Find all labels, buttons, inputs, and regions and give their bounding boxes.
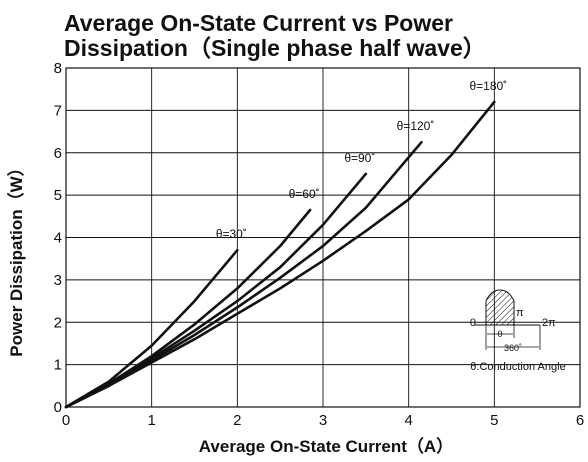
y-tick-label: 2 — [54, 314, 62, 331]
x-tick-label: 3 — [319, 412, 327, 429]
inset-two-pi-label: 2π — [542, 317, 556, 329]
series-line — [64, 100, 496, 409]
plot-area — [65, 67, 581, 408]
y-tick-label: 0 — [54, 399, 62, 416]
inset-theta-label: θ — [497, 329, 502, 339]
y-tick-label: 7 — [54, 102, 62, 119]
chart-title-line-1: Average On-State Current vs Power — [64, 10, 453, 36]
x-tick-label: 4 — [404, 412, 412, 429]
grid-lines — [66, 68, 580, 407]
y-tick-label: 6 — [54, 145, 62, 162]
x-tick-label: 5 — [490, 412, 498, 429]
series-line — [64, 140, 423, 409]
x-tick-label: 0 — [62, 412, 70, 429]
x-axis-label: Average On-State Current（A） — [199, 436, 453, 456]
series-group: θ=30˚ θ=60˚ θ=90˚ θ=120˚ θ=180˚ — [64, 79, 507, 409]
x-tick-label: 2 — [233, 412, 241, 429]
y-axis-label: Power Dissipation（W） — [6, 159, 26, 356]
y-tick-label: 8 — [54, 60, 62, 77]
x-tick-label: 6 — [576, 412, 584, 429]
inset-pi-label: π — [516, 307, 524, 319]
y-tick-label: 1 — [54, 357, 62, 374]
series-line — [64, 172, 368, 409]
x-tick-label: 1 — [147, 412, 155, 429]
inset-zero-label: 0 — [470, 317, 476, 329]
series-line — [64, 208, 312, 409]
series-label: θ=60˚ — [289, 187, 320, 201]
series-label: θ=30˚ — [216, 227, 247, 241]
series-label: θ=180˚ — [469, 79, 507, 93]
y-tick-label: 3 — [54, 272, 62, 289]
series-label: θ=90˚ — [344, 151, 375, 165]
inset-period-label: 360˚ — [504, 343, 522, 353]
conduction-angle-inset: 0 π 2π θ 360˚ θ:Conduction Angle — [470, 289, 566, 373]
series-label: θ=120˚ — [397, 119, 435, 133]
y-tick-label: 5 — [54, 187, 62, 204]
inset-caption: θ:Conduction Angle — [470, 361, 565, 373]
inset-hatched-pulse — [485, 289, 515, 326]
tick-labels: 0 1 2 3 4 5 6 0 1 2 3 4 5 6 7 8 — [54, 60, 585, 429]
chart-title-line-2: Dissipation（Single phase half wave） — [64, 35, 486, 61]
y-tick-label: 4 — [54, 230, 62, 247]
